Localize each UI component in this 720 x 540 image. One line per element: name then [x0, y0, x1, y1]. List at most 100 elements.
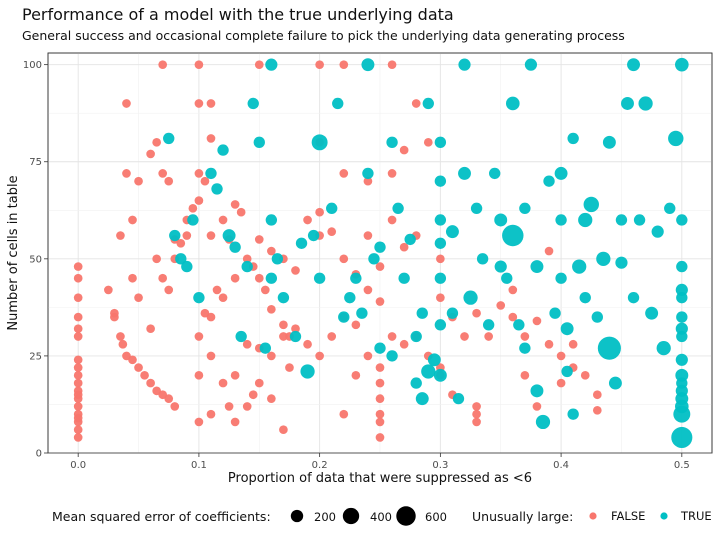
data-point	[152, 137, 161, 147]
size-legend-key	[290, 509, 304, 523]
data-point	[128, 355, 137, 365]
data-point	[291, 266, 300, 275]
data-point	[446, 307, 459, 319]
data-point	[247, 97, 259, 110]
data-point	[158, 60, 168, 69]
data-point	[259, 342, 271, 354]
data-point	[212, 285, 222, 295]
data-point	[434, 272, 447, 284]
data-point	[169, 229, 181, 242]
data-point	[164, 394, 174, 403]
panel-border	[47, 52, 713, 454]
data-point	[206, 134, 216, 143]
data-point	[458, 58, 471, 71]
y-axis-label: Number of cells in table	[6, 175, 21, 330]
data-point	[194, 169, 204, 178]
data-point	[363, 176, 373, 186]
x-axis-label: Proportion of data that were suppressed …	[228, 471, 532, 486]
data-point	[260, 285, 270, 295]
data-point	[289, 330, 302, 343]
color-legend-key	[660, 512, 668, 520]
data-point	[375, 363, 385, 372]
data-point	[676, 291, 688, 304]
data-point	[73, 402, 83, 411]
data-point	[567, 408, 579, 420]
data-point	[351, 370, 361, 380]
data-point	[181, 260, 193, 273]
data-point	[253, 136, 265, 148]
data-point	[267, 394, 276, 403]
data-point	[423, 137, 433, 147]
data-point	[386, 350, 398, 362]
data-point	[363, 285, 373, 295]
data-point	[375, 394, 385, 403]
data-point	[118, 339, 128, 349]
data-point	[271, 253, 284, 265]
data-point	[476, 253, 489, 265]
x-tick-label: 0.2	[312, 460, 328, 471]
data-point	[338, 311, 350, 323]
data-point	[242, 339, 252, 349]
data-point	[248, 390, 258, 400]
data-point	[549, 307, 561, 319]
data-point	[73, 370, 83, 380]
data-point	[206, 409, 216, 419]
size-legend-label: 200	[314, 510, 336, 524]
data-point	[200, 176, 210, 186]
data-point	[524, 58, 537, 71]
data-point	[73, 386, 83, 396]
data-point	[236, 207, 246, 217]
data-point	[532, 316, 542, 326]
data-point	[279, 320, 288, 330]
x-tick-label: 0.1	[191, 460, 207, 471]
data-point	[254, 60, 264, 69]
data-point	[116, 231, 125, 240]
plot-panel	[47, 52, 713, 454]
size-legend-entries: 200 400 600	[290, 506, 447, 526]
data-point	[651, 225, 664, 238]
data-point	[513, 319, 525, 331]
data-point	[267, 304, 276, 314]
data-points	[73, 57, 693, 449]
data-point	[615, 214, 628, 226]
data-point	[375, 433, 385, 442]
data-point	[615, 256, 628, 269]
data-point	[472, 409, 481, 419]
data-point	[300, 364, 315, 379]
data-point	[375, 297, 385, 306]
data-point	[206, 351, 216, 361]
data-point	[122, 169, 131, 178]
data-point	[122, 99, 131, 108]
y-tick-label: 25	[29, 351, 42, 362]
data-point	[452, 392, 465, 405]
data-point	[254, 378, 264, 388]
data-point	[568, 339, 578, 349]
data-point	[206, 99, 216, 108]
data-point	[501, 272, 513, 284]
data-point	[535, 414, 551, 430]
data-point	[422, 97, 434, 110]
data-point	[182, 231, 192, 240]
data-point	[327, 227, 337, 236]
data-point	[387, 215, 397, 225]
data-point	[303, 215, 312, 225]
color-legend-key	[589, 512, 597, 520]
data-point	[146, 378, 155, 388]
data-point	[421, 364, 436, 379]
data-point	[277, 291, 290, 304]
data-point	[206, 312, 216, 322]
data-point	[339, 409, 349, 419]
data-point	[241, 260, 253, 273]
data-point	[496, 301, 506, 310]
data-point	[544, 339, 554, 349]
data-point	[561, 365, 573, 378]
data-point	[519, 202, 531, 215]
data-point	[265, 272, 278, 284]
data-point	[332, 97, 344, 110]
data-point	[592, 405, 602, 415]
data-point	[267, 351, 276, 361]
data-point	[73, 273, 83, 283]
data-point	[433, 368, 447, 382]
data-point	[375, 417, 385, 427]
data-point	[194, 417, 204, 427]
